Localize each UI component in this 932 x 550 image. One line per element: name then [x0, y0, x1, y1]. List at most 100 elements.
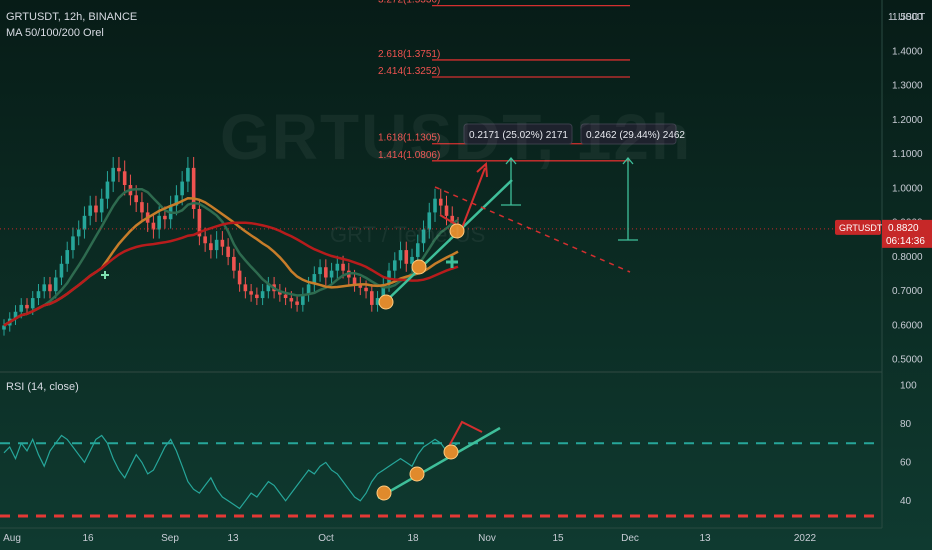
candle-body [59, 263, 64, 278]
rsi-tick-label: 100 [900, 381, 917, 392]
candle-body [387, 270, 391, 285]
price-tick-label: 1.3000 [892, 81, 923, 92]
candle-body [352, 277, 357, 285]
candle-body [450, 215, 455, 227]
projection-arrowhead [476, 161, 488, 178]
candle-body [364, 287, 368, 292]
symbol-header: GRTUSDT, 12h, BINANCE [6, 11, 138, 23]
candle-body [266, 284, 271, 292]
candle-body [157, 215, 161, 230]
time-axis-label: Aug [3, 533, 21, 544]
candle-body [180, 181, 184, 196]
candle-body [203, 236, 207, 244]
candle-body [255, 294, 259, 299]
price-tag-value: 0.8820 [888, 223, 919, 234]
candle-body [404, 250, 409, 264]
ma200-line [3, 221, 459, 327]
candle-body [209, 243, 213, 251]
rsi-touch-marker [409, 466, 425, 482]
candle-body [324, 267, 328, 278]
ma50-line [3, 188, 459, 327]
candle-body [151, 222, 156, 230]
measure-label-box [463, 123, 573, 145]
time-axis-label: 13 [699, 533, 711, 544]
time-axis-label: 18 [407, 533, 419, 544]
candle-body [301, 294, 305, 305]
candle-body [76, 229, 81, 237]
candle-body [289, 298, 294, 302]
price-top-label: 1 [888, 12, 894, 23]
candle-body [381, 284, 386, 299]
time-axis-label: Sep [161, 533, 179, 544]
candle-body [369, 291, 374, 305]
price-tick-label: 0.8000 [892, 252, 923, 263]
measure-bracket-1-head [505, 156, 517, 165]
fib-level-label: 3.272(1.5336) [378, 0, 440, 6]
price-touch-marker [449, 223, 465, 239]
candle-body [329, 270, 334, 278]
candle-body [295, 301, 299, 305]
candle-body [65, 250, 70, 264]
candle-body [312, 274, 317, 285]
candle-body [232, 256, 236, 271]
time-axis-label: 13 [227, 533, 239, 544]
rsi-label: RSI (14, close) [6, 381, 79, 393]
time-axis-label: Dec [621, 533, 639, 544]
candle-body [421, 229, 426, 244]
candle-body [30, 298, 35, 309]
candle-body [53, 277, 58, 292]
price-tick-label: 1.1000 [892, 149, 923, 160]
candle-body [392, 260, 397, 271]
measure-label: 0.2462 (29.44%) 2462 [586, 130, 685, 141]
candle-body [2, 325, 6, 330]
candle-body [117, 167, 121, 172]
ma-cross-marker-small [101, 271, 109, 279]
rsi-tick-label: 60 [900, 457, 912, 468]
measure-label-box [580, 123, 677, 145]
fib-level-label: 1.618(1.1305) [378, 133, 440, 144]
candle-body [375, 298, 380, 305]
price-tick-label: 0.6000 [892, 320, 923, 331]
candle-body [71, 236, 75, 251]
candle-body [105, 181, 110, 199]
rsi-tick-label: 80 [900, 419, 912, 430]
candle-body [191, 167, 196, 209]
candle-body [335, 263, 340, 271]
pair-watermark: GRT / TetherUS [330, 222, 486, 247]
candle-body [122, 171, 127, 185]
price-trendline [381, 179, 513, 306]
candle-body [243, 284, 248, 292]
rsi-projection-arrow [447, 420, 483, 449]
symbol-tag: GRTUSDT [839, 223, 883, 233]
candle-body [249, 291, 253, 295]
ma-cross-marker [446, 256, 458, 268]
price-tick-label: 1.4000 [892, 46, 923, 57]
indicator-label: MA 50/100/200 Orel [6, 27, 104, 39]
candle-body [42, 284, 47, 292]
candle-body [415, 243, 420, 257]
time-axis-label: 16 [82, 533, 94, 544]
price-tag-countdown: 06:14:36 [886, 236, 925, 247]
price-tick-label: 0.7000 [892, 286, 923, 297]
candle-body [36, 291, 41, 299]
candle-body [278, 291, 282, 295]
candle-body [163, 215, 167, 220]
candle-body [88, 205, 93, 216]
candle-body [111, 167, 115, 182]
candle-body [186, 167, 190, 182]
candle-body [433, 198, 437, 213]
fib-level-label: 1.414(1.0806) [378, 150, 440, 161]
fib-level-label: 2.618(1.3751) [378, 49, 440, 60]
candle-body [438, 198, 443, 206]
symbol-watermark: GRTUSDT, 12h [220, 101, 693, 173]
price-tick-label: 1.2000 [892, 115, 923, 126]
candle-body [19, 304, 24, 312]
time-axis-label: 2022 [794, 533, 817, 544]
price-unit-label: USDT [898, 12, 925, 23]
symbol-tag-bg [835, 219, 881, 235]
candle-body [140, 202, 144, 213]
candle-body [341, 263, 345, 271]
price-tick-label: 1.5000 [892, 12, 923, 23]
candle-body [358, 284, 363, 288]
